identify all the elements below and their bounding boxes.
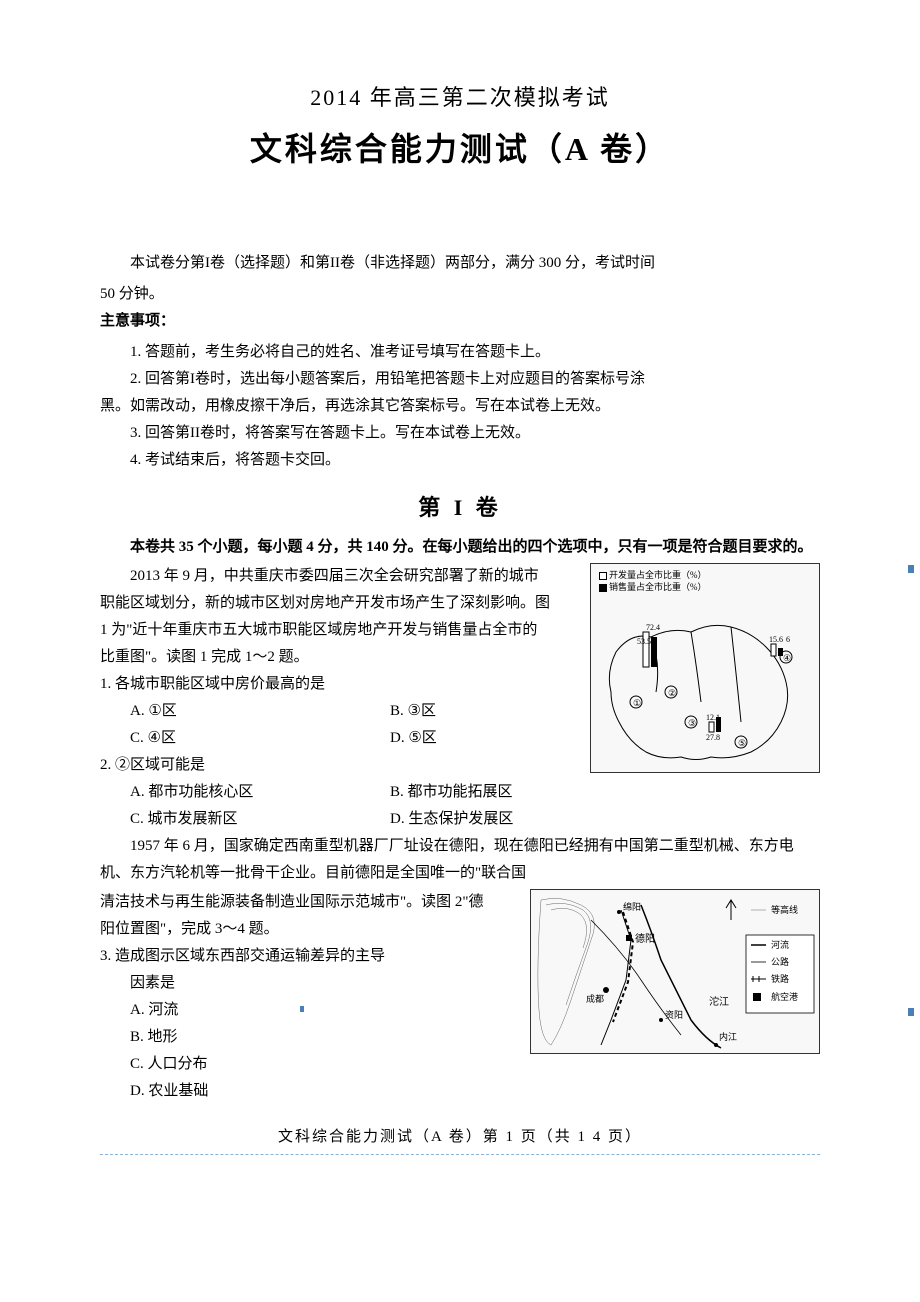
railway-line [601, 910, 631, 1045]
q2-options-row2: C. 城市发展新区 D. 生态保护发展区 [100, 806, 820, 833]
passage-2-text-1: 1957 年 6 月，国家确定西南重型机器厂厂址设在德阳，现在德阳已经拥有中国第… [100, 833, 820, 887]
bar4-value: 15.6 [769, 635, 783, 644]
figure-1-legend: 开发量占全市比重（%） 销售量占全市比重（%） [599, 570, 707, 593]
legend-railway: 铁路 [771, 973, 789, 984]
bar-region-1: 72.4 53.5 [637, 623, 660, 667]
city-mianyang-label: 绵阳 [623, 901, 641, 912]
bar4-value-5: 6 [786, 635, 790, 644]
legend-sales-label: 销售量占全市比重（%） [609, 582, 707, 592]
exam-title: 文科综合能力测试（A 卷） [100, 124, 820, 170]
legend-highway: 公路 [771, 956, 789, 967]
figure-2-container: 沱江 德阳 绵阳 成都 资阳 内江 [799, 889, 820, 913]
figure-1-map-svg: 72.4 53.5 15.6 6 12.1 [591, 592, 819, 772]
q2-option-d: D. 生态保护发展区 [390, 806, 650, 833]
legend-contour: 等高线 [771, 904, 798, 915]
city-deyang-label: 德阳 [635, 932, 655, 945]
legend-dev-icon [599, 572, 607, 580]
q1-option-a: A. ①区 [130, 698, 390, 725]
q1-option-c: C. ④区 [130, 725, 390, 752]
passage-1-text: 2013 年 9 月，中共重庆市委四届三次全会研究部署了新的城市职能区域划分，新… [100, 563, 550, 671]
city-ziyang-label: 资阳 [665, 1010, 683, 1020]
region-label-1: ① [633, 698, 641, 708]
bar1-value-b: 53.5 [637, 637, 651, 646]
city-ziyang-marker [659, 1018, 663, 1022]
bar-region-3: 12.1 27.8 [706, 713, 721, 742]
contour-lines-west [538, 898, 594, 1045]
section-1-title: 第 I 卷 [100, 490, 820, 522]
legend-river: 河流 [771, 939, 789, 950]
region-dividers [651, 627, 741, 722]
figure-2-map-svg: 沱江 德阳 绵阳 成都 资阳 内江 [531, 890, 819, 1053]
city-deyang-marker [626, 935, 632, 941]
figure-2: 沱江 德阳 绵阳 成都 资阳 内江 [530, 889, 820, 1054]
intro-paragraph: 本试卷分第I卷（选择题）和第II卷（非选择题）两部分，满分 300 分，考试时间 [100, 250, 820, 277]
notice-item-2: 2. 回答第I卷时，选出每小题答案后，用铅笔把答题卡上对应题目的答案标号涂 [100, 366, 820, 393]
contour-3 [551, 908, 587, 948]
notice-item-4: 4. 考试结束后，将答题卡交回。 [100, 447, 820, 474]
q2-option-a: A. 都市功能核心区 [130, 779, 390, 806]
region-label-5: ⑤ [738, 738, 746, 748]
intro-text-1: 本试卷分第I卷（选择题）和第II卷（非选择题）两部分，满分 300 分，考试时间 [130, 255, 655, 271]
passage-2-text-2: 清洁技术与再生能源装备制造业国际示范城市"。读图 2"德阳位置图"，完成 3～4… [100, 889, 490, 943]
intro-text-2: 50 分钟。 [100, 281, 820, 308]
scan-marker-bottom [300, 1006, 304, 1012]
notice-item-1: 1. 答题前，考生务必将自己的姓名、准考证号填写在答题卡上。 [100, 339, 820, 366]
notice-heading: 主意事项： [100, 308, 820, 335]
exam-subtitle: 2014 年高三第二次模拟考试 [100, 80, 820, 112]
q3-stem: 3. 造成图示区域东西部交通运输差异的主导 [100, 943, 490, 970]
river-tuojiang [641, 905, 721, 1048]
city-neijiang-marker [714, 1043, 718, 1047]
section-1-intro: 本卷共 35 个小题，每小题 4 分，共 140 分。在每小题给出的四个选项中，… [100, 534, 820, 561]
legend-dev-label: 开发量占全市比重（%） [609, 570, 707, 580]
q2-option-c: C. 城市发展新区 [130, 806, 390, 833]
passage-2-block: 清洁技术与再生能源装备制造业国际示范城市"。读图 2"德阳位置图"，完成 3～4… [100, 889, 820, 1105]
scan-marker-right-1 [908, 565, 914, 573]
city-chengdu-label: 成都 [586, 993, 604, 1004]
notice-item-3: 3. 回答第II卷时，将答案写在答题卡上。写在本试卷上无效。 [100, 420, 820, 447]
figure-1: 开发量占全市比重（%） 销售量占全市比重（%） 72.4 53.5 15.6 [590, 563, 820, 773]
q3-option-c: C. 人口分布 [100, 1051, 820, 1078]
q2-options-row1: A. 都市功能核心区 B. 都市功能拓展区 [100, 779, 820, 806]
legend-sales-icon [599, 584, 607, 592]
city-chengdu-marker [603, 987, 609, 993]
q2-option-b: B. 都市功能拓展区 [390, 779, 650, 806]
city-neijiang-label: 内江 [719, 1031, 737, 1042]
passage-1-block: 2013 年 9 月，中共重庆市委四届三次全会研究部署了新的城市职能区域划分，新… [100, 563, 820, 833]
region-label-4: ④ [783, 653, 791, 663]
legend-airport: 航空港 [771, 991, 798, 1002]
region-label-2: ② [668, 688, 676, 698]
page-footer: 文科综合能力测试（A 卷）第 1 页（共 1 4 页） [100, 1125, 820, 1146]
region-label-3: ③ [688, 718, 696, 728]
footer-divider [100, 1154, 820, 1155]
bar3-value-b: 27.8 [706, 733, 720, 742]
figure-2-legend: 等高线 河流 公路 铁路 航空港 [746, 904, 814, 1013]
scan-marker-right-2 [908, 1008, 914, 1016]
bar1-value: 72.4 [646, 623, 660, 632]
figure-1-container: 开发量占全市比重（%） 销售量占全市比重（%） 72.4 53.5 15.6 [799, 563, 820, 587]
north-arrow [726, 900, 736, 920]
notice-item-2-cont: 黑。如需改动，用橡皮擦干净后，再选涂其它答案标号。写在本试卷上无效。 [100, 393, 820, 420]
q3-option-d: D. 农业基础 [100, 1078, 820, 1105]
river-label: 沱江 [709, 995, 729, 1008]
city-mianyang-marker [617, 910, 621, 914]
